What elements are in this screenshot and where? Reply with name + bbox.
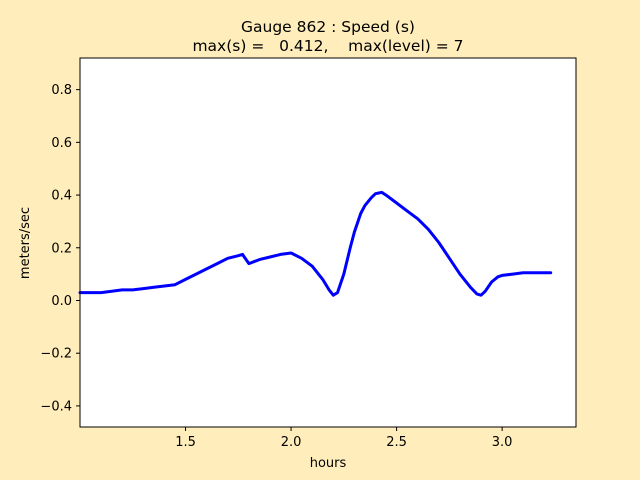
x-tick-label: 2.0 xyxy=(281,435,302,450)
y-tick-label: −0.4 xyxy=(40,399,72,414)
chart-title-line2: max(s) = 0.412, max(level) = 7 xyxy=(192,37,463,55)
y-tick-label: 0.6 xyxy=(51,136,72,151)
y-tick-label: 0.4 xyxy=(51,189,72,204)
y-axis-label: meters/sec xyxy=(18,207,33,279)
x-tick-label: 2.5 xyxy=(386,435,407,450)
y-tick-label: 0.0 xyxy=(51,294,72,309)
y-tick-label: 0.2 xyxy=(51,241,72,256)
y-tick-label: 0.8 xyxy=(51,83,72,98)
x-axis-label: hours xyxy=(310,456,347,471)
x-tick-label: 3.0 xyxy=(492,435,513,450)
y-tick-label: −0.2 xyxy=(40,347,72,362)
plot-area xyxy=(80,58,576,427)
plot-frame xyxy=(79,57,577,428)
series-layer xyxy=(78,190,553,297)
x-tick-label: 1.5 xyxy=(175,435,196,450)
chart-title-line1: Gauge 862 : Speed (s) xyxy=(241,18,415,36)
ticks-layer: 1.5 2.0 2.5 3.0 −0.4 −0.2 0.0 0.2 0.4 0.6 0.8 xyxy=(40,83,512,450)
series-line xyxy=(78,190,553,297)
